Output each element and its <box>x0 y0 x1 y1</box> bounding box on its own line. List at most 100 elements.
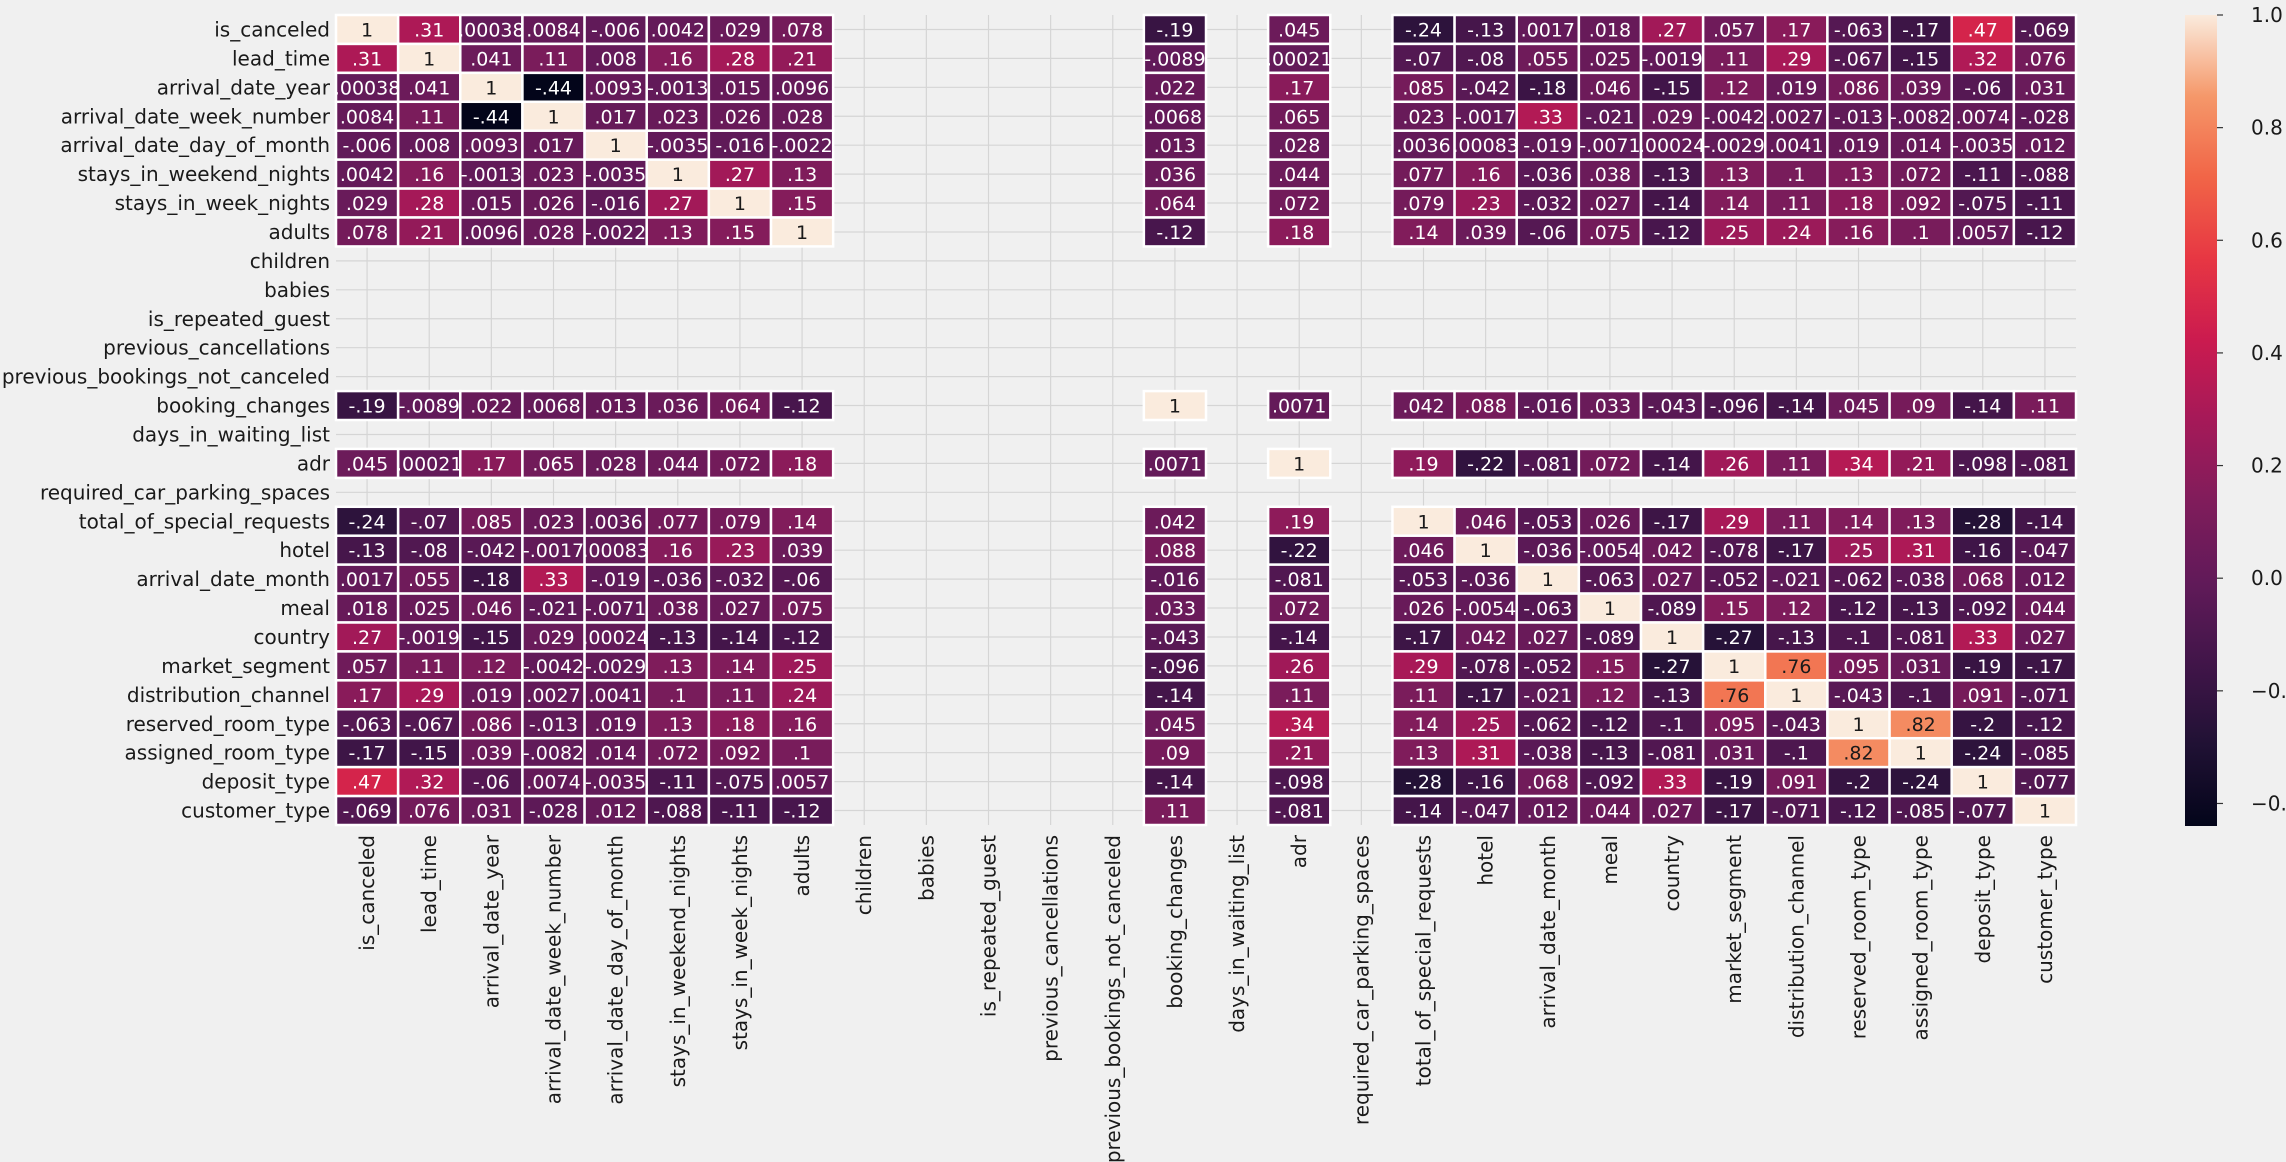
cell-value-label: -.0071 <box>1579 135 1640 157</box>
cell-value-label: -.0022 <box>585 222 646 244</box>
cell-value-label: 1 <box>1480 540 1492 562</box>
heatmap-cell <box>459 389 524 422</box>
heatmap-cell <box>459 505 524 537</box>
heatmap-cell <box>1391 794 1456 827</box>
cell-value-label: -.052 <box>1523 656 1572 678</box>
cell-value-label: -.036 <box>653 569 702 591</box>
cell-value-label: -.22 <box>1467 453 1504 475</box>
cell-value-label: .00024 <box>582 627 648 649</box>
colorbar-gradient <box>2185 15 2217 826</box>
cell-value-label: .044 <box>657 453 699 475</box>
cell-value-label: .33 <box>1657 772 1687 794</box>
cell-value-label: .11 <box>414 656 444 678</box>
cell-value-label: .0084 <box>526 19 580 41</box>
cell-value-label: .27 <box>725 164 755 186</box>
heatmap-cell <box>1391 129 1456 161</box>
cell-value-label: .0057 <box>775 772 829 794</box>
row-label: distribution_channel <box>127 683 330 707</box>
cell-value-label: .023 <box>532 511 574 533</box>
row-label: adr <box>297 451 331 475</box>
row-label: previous_bookings_not_canceled <box>2 365 330 389</box>
heatmap-cell <box>1515 447 1581 480</box>
cell-value-label: .026 <box>1402 598 1444 620</box>
heatmap-cell <box>1453 794 1518 827</box>
cell-value-label: -.0017 <box>1455 106 1516 128</box>
cell-value-label: -.0082 <box>1890 106 1951 128</box>
column-label: babies <box>914 835 938 901</box>
cell-value-label: -.28 <box>1405 772 1442 794</box>
cell-value-label: .027 <box>2024 627 2066 649</box>
cell-value-label: .13 <box>663 222 693 244</box>
column-label: children <box>852 835 876 915</box>
cell-value-label: .13 <box>663 714 693 736</box>
cell-value-label: -.14 <box>1778 396 1815 418</box>
row-label: children <box>250 249 330 273</box>
column-label: previous_bookings_not_canceled <box>1101 835 1125 1162</box>
cell-value-label: -.098 <box>1275 772 1324 794</box>
colorbar: 1.0 0.8 0.6 0.4 0.2 0.0 −0.2 −0.4 <box>2185 3 2286 826</box>
cell-value-label: 1 <box>547 106 559 128</box>
cell-value-label: .26 <box>1719 453 1749 475</box>
cell-value-label: .075 <box>1589 222 1631 244</box>
cell-value-label: .036 <box>1154 164 1196 186</box>
colorbar-tick-label: 0.2 <box>2251 454 2283 478</box>
cell-value-label: 1 <box>1790 685 1802 707</box>
cell-value-label: .027 <box>1589 193 1631 215</box>
cell-value-label: -.1 <box>1660 714 1685 736</box>
heatmap-cell <box>2012 708 2078 740</box>
heatmap-cell <box>1142 447 1208 480</box>
cell-value-label: .0068 <box>526 396 580 418</box>
cell-value-label: -.019 <box>1523 135 1572 157</box>
cell-value-label: -.14 <box>1281 627 1318 649</box>
heatmap-cell <box>1577 765 1643 798</box>
cell-value-label: -.06 <box>1529 222 1566 244</box>
heatmap-cell <box>1639 621 1705 653</box>
cell-value-label: -.047 <box>1461 801 1510 823</box>
cell-value-label: .026 <box>1589 511 1631 533</box>
cell-value-label: .031 <box>1899 656 1941 678</box>
cell-value-label: -.0054 <box>1455 598 1516 620</box>
cell-value-label: .008 <box>408 135 450 157</box>
cell-value-label: -.19 <box>1716 772 1753 794</box>
heatmap-cell <box>1142 708 1208 740</box>
cell-value-label: .046 <box>470 598 512 620</box>
cell-value-label: .039 <box>1464 222 1506 244</box>
cell-value-label: .15 <box>1719 598 1749 620</box>
cell-value-label: .029 <box>532 627 574 649</box>
heatmap-cell <box>1701 447 1767 480</box>
cell-value-label: .27 <box>352 627 382 649</box>
cell-value-label: .0017 <box>1521 19 1575 41</box>
cell-value-label: -.24 <box>1964 743 2001 765</box>
cell-value-label: -.2 <box>1970 714 1995 736</box>
heatmap-cell <box>1266 563 1332 595</box>
heatmap-cell <box>1888 794 1953 827</box>
cell-value-label: -.15 <box>473 627 510 649</box>
cell-value-label: .11 <box>1781 193 1811 215</box>
cell-value-label: -.17 <box>2026 656 2063 678</box>
cell-value-label: -.067 <box>1834 48 1883 70</box>
cell-value-label: .0096 <box>775 77 829 99</box>
cell-value-label: 1 <box>1915 743 1927 765</box>
heatmap-cell <box>769 505 835 537</box>
cell-value-label: -.063 <box>1523 598 1572 620</box>
cell-value-label: -.16 <box>1964 540 2001 562</box>
cell-value-label: -.081 <box>1523 453 1572 475</box>
heatmap-cell <box>1266 216 1332 248</box>
cell-value-label: .29 <box>1781 48 1811 70</box>
heatmap-cell <box>2012 592 2078 624</box>
heatmap-cell <box>1639 71 1705 104</box>
cell-value-label: -.08 <box>411 540 448 562</box>
cell-value-label: -.013 <box>529 714 578 736</box>
cell-value-label: .28 <box>725 48 755 70</box>
row-label: arrival_date_month <box>136 567 330 591</box>
heatmap-cell <box>1577 158 1643 190</box>
cell-value-label: -.13 <box>1467 19 1504 41</box>
cell-value-label: -.038 <box>1896 569 1945 591</box>
heatmap-cell <box>2012 534 2078 566</box>
cell-value-label: .0057 <box>1956 222 2010 244</box>
heatmap-cell <box>1701 129 1767 161</box>
cell-value-label: -.12 <box>2026 222 2063 244</box>
heatmap-cell <box>1142 794 1208 827</box>
heatmap-cell <box>1515 794 1581 827</box>
heatmap-cell <box>1764 100 1829 132</box>
